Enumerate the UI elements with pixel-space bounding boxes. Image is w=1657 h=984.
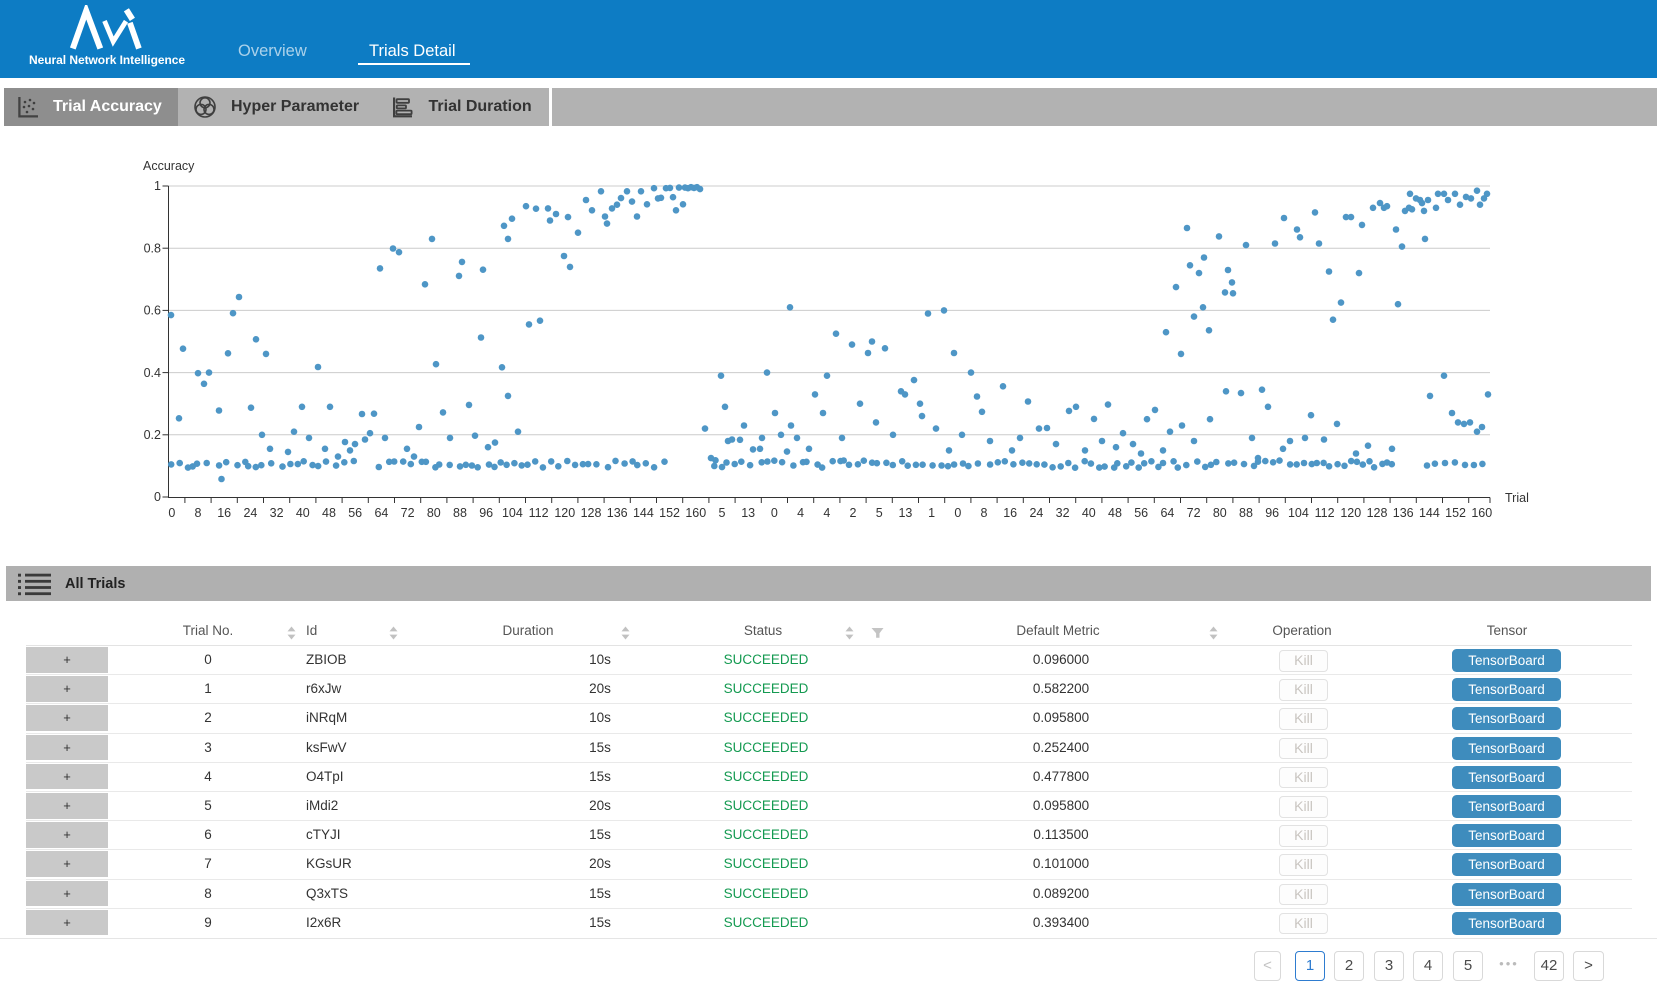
svg-text:72: 72 — [1187, 506, 1201, 520]
svg-text:112: 112 — [529, 506, 549, 520]
svg-text:1: 1 — [154, 179, 161, 193]
svg-text:40: 40 — [1082, 506, 1096, 520]
svg-text:152: 152 — [1445, 506, 1466, 520]
svg-text:144: 144 — [633, 506, 654, 520]
svg-text:160: 160 — [685, 506, 706, 520]
svg-text:144: 144 — [1419, 506, 1440, 520]
svg-text:24: 24 — [243, 506, 257, 520]
svg-text:56: 56 — [1134, 506, 1148, 520]
svg-text:120: 120 — [1340, 506, 1361, 520]
svg-text:0: 0 — [154, 490, 161, 504]
svg-text:64: 64 — [1160, 506, 1174, 520]
svg-text:0: 0 — [168, 506, 175, 520]
svg-text:0.6: 0.6 — [144, 304, 161, 318]
svg-text:13: 13 — [741, 506, 755, 520]
svg-text:96: 96 — [479, 506, 493, 520]
svg-text:160: 160 — [1471, 506, 1492, 520]
svg-text:64: 64 — [374, 506, 388, 520]
svg-text:0: 0 — [771, 506, 778, 520]
svg-text:24: 24 — [1029, 506, 1043, 520]
svg-text:120: 120 — [554, 506, 575, 520]
svg-text:80: 80 — [427, 506, 441, 520]
svg-text:5: 5 — [719, 506, 726, 520]
svg-text:104: 104 — [1288, 506, 1309, 520]
svg-text:0.4: 0.4 — [144, 366, 161, 380]
svg-text:32: 32 — [1056, 506, 1070, 520]
svg-text:16: 16 — [217, 506, 231, 520]
svg-text:48: 48 — [1108, 506, 1122, 520]
svg-text:8: 8 — [195, 506, 202, 520]
svg-text:0.8: 0.8 — [144, 241, 161, 255]
svg-text:136: 136 — [607, 506, 628, 520]
svg-text:2: 2 — [850, 506, 857, 520]
svg-text:Trial: Trial — [1505, 491, 1529, 505]
svg-text:40: 40 — [296, 506, 310, 520]
svg-text:Accuracy: Accuracy — [143, 159, 195, 173]
svg-text:16: 16 — [1003, 506, 1017, 520]
svg-text:136: 136 — [1393, 506, 1414, 520]
svg-text:96: 96 — [1265, 506, 1279, 520]
svg-text:4: 4 — [797, 506, 804, 520]
svg-text:88: 88 — [453, 506, 467, 520]
svg-text:0: 0 — [954, 506, 961, 520]
svg-text:13: 13 — [898, 506, 912, 520]
svg-text:48: 48 — [322, 506, 336, 520]
svg-text:80: 80 — [1213, 506, 1227, 520]
svg-text:152: 152 — [659, 506, 680, 520]
svg-text:88: 88 — [1239, 506, 1253, 520]
svg-text:56: 56 — [348, 506, 362, 520]
svg-text:72: 72 — [401, 506, 415, 520]
svg-text:128: 128 — [581, 506, 602, 520]
svg-text:8: 8 — [981, 506, 988, 520]
svg-text:104: 104 — [502, 506, 523, 520]
svg-text:112: 112 — [1315, 506, 1335, 520]
svg-text:1: 1 — [928, 506, 935, 520]
svg-text:5: 5 — [876, 506, 883, 520]
svg-text:32: 32 — [270, 506, 284, 520]
svg-text:128: 128 — [1367, 506, 1388, 520]
svg-text:4: 4 — [823, 506, 830, 520]
svg-text:0.2: 0.2 — [144, 428, 161, 442]
